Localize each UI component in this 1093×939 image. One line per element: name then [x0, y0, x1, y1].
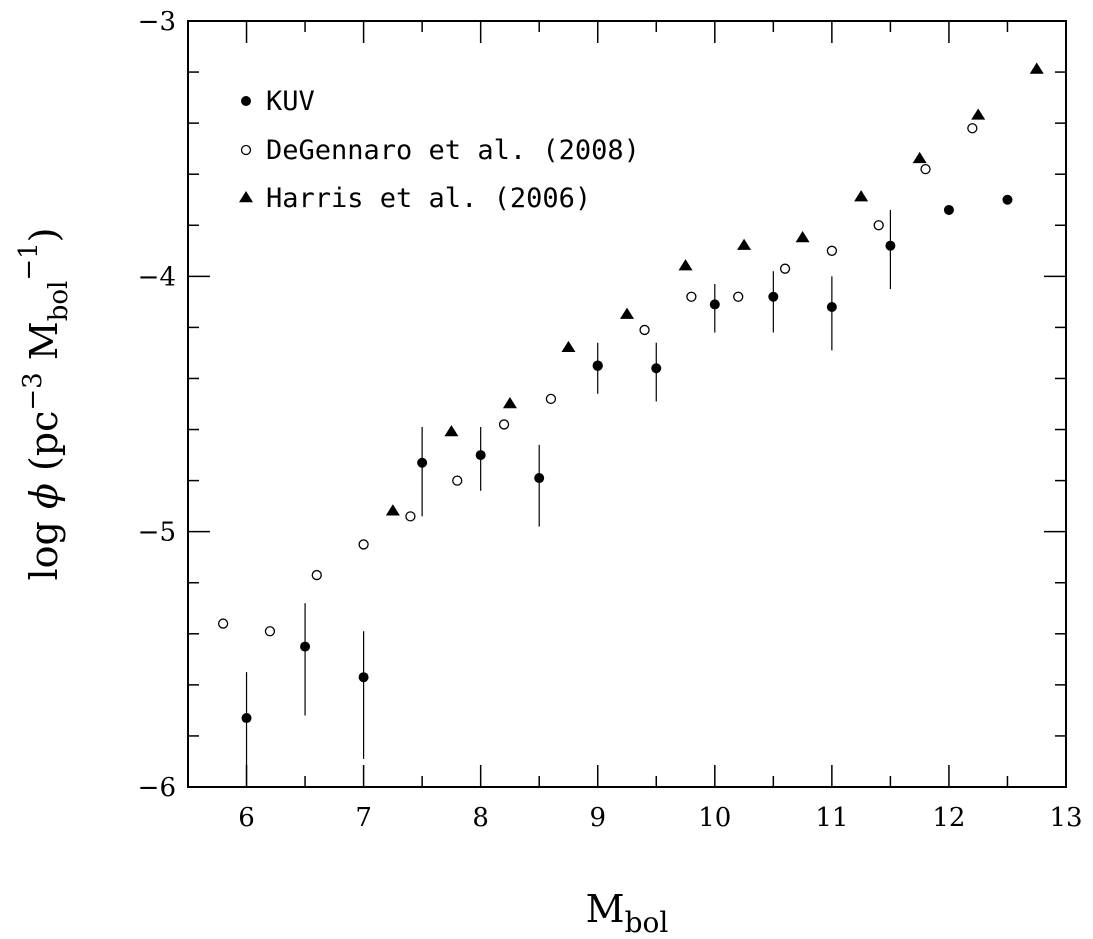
kuv-point	[768, 291, 779, 302]
degennaro-point	[920, 163, 931, 175]
degennaro-point	[639, 324, 650, 336]
y-axis-title-sub: bol	[44, 281, 74, 322]
kuv-point	[709, 299, 720, 310]
y-axis-title-symbol: ϕ	[22, 483, 66, 509]
legend-label-harris: Harris et al. (2006)	[266, 183, 591, 214]
harris-point	[795, 231, 810, 243]
x-axis-title-main: M	[586, 887, 625, 931]
degennaro-point	[826, 245, 838, 256]
kuv-point	[417, 457, 428, 468]
harris-point	[620, 307, 634, 319]
kuv-point	[358, 672, 369, 683]
degennaro-point	[452, 475, 463, 486]
legend-label-kuv: KUV	[266, 86, 315, 117]
kuv-point	[651, 363, 662, 374]
kuv-point	[1002, 194, 1013, 205]
y-tick-label: −6	[138, 773, 176, 803]
error-bars	[245, 209, 892, 787]
kuv-point	[826, 301, 837, 312]
x-tick-label: 11	[815, 803, 848, 833]
x-tick-label: 12	[932, 803, 965, 833]
y-axis-title-sup1: −3	[18, 372, 48, 410]
legend-marker-degennaro	[240, 144, 252, 156]
harris-point	[561, 340, 576, 353]
y-tick-label: −4	[138, 262, 176, 292]
legend-marker-kuv	[241, 96, 251, 106]
x-tick-label: 10	[698, 803, 731, 833]
harris-point	[1029, 62, 1044, 74]
harris-point	[502, 397, 517, 409]
harris-point	[444, 425, 459, 437]
harris-point	[854, 190, 869, 202]
y-tick-label: −5	[138, 518, 176, 548]
degennaro-point	[217, 618, 229, 629]
degennaro-point	[498, 419, 510, 430]
harris-point	[385, 504, 400, 516]
degennaro-point	[686, 291, 697, 302]
degennaro-point	[967, 123, 978, 134]
legend: KUV DeGennaro et al. (2008) Harris et al. …	[239, 86, 640, 214]
x-tick-label: 8	[472, 803, 489, 833]
kuv-point	[300, 641, 311, 652]
harris-point	[971, 108, 986, 120]
degennaro-point	[779, 263, 791, 274]
tick-labels: 6 7 8 9 10 11 12 13 −6 −5 −4 −3	[138, 7, 1083, 833]
y-axis-title-mid: M	[22, 321, 66, 372]
x-axis-title: Mbol	[586, 887, 669, 939]
kuv-point	[592, 360, 603, 371]
legend-label-degennaro: DeGennaro et al. (2008)	[266, 135, 640, 166]
degennaro-point	[545, 393, 557, 405]
y-axis-title-close: )	[22, 228, 66, 243]
legend-marker-harris	[239, 191, 253, 203]
kuv-point	[534, 473, 545, 484]
axis-ticks	[187, 20, 1067, 788]
harris-point	[912, 151, 927, 164]
y-axis-title-open: (pc	[22, 411, 66, 484]
harris-point	[678, 259, 693, 271]
y-axis-title: log ϕ (pc−3 Mbol−1)	[14, 228, 74, 581]
x-tick-label: 9	[589, 803, 606, 833]
degennaro-point	[358, 539, 369, 550]
degennaro-point	[264, 626, 276, 637]
x-tick-label: 13	[1049, 803, 1082, 833]
plot-frame	[187, 20, 1067, 788]
kuv-point	[475, 450, 486, 461]
degennaro-point	[733, 291, 744, 302]
degennaro-point	[311, 569, 322, 581]
degennaro-point	[405, 511, 416, 522]
y-axis-title-sup2: −1	[14, 242, 44, 280]
kuv-point	[241, 713, 252, 724]
kuv-point	[943, 204, 954, 215]
degennaro-point	[873, 220, 884, 231]
y-tick-label: −3	[138, 7, 176, 37]
x-tick-label: 7	[355, 803, 372, 833]
x-tick-label: 6	[238, 803, 255, 833]
y-axis-title-prefix: log	[22, 509, 66, 580]
x-axis-title-sub: bol	[625, 906, 669, 939]
data-markers	[217, 62, 1044, 724]
harris-point	[737, 238, 752, 250]
kuv-point	[885, 240, 896, 251]
